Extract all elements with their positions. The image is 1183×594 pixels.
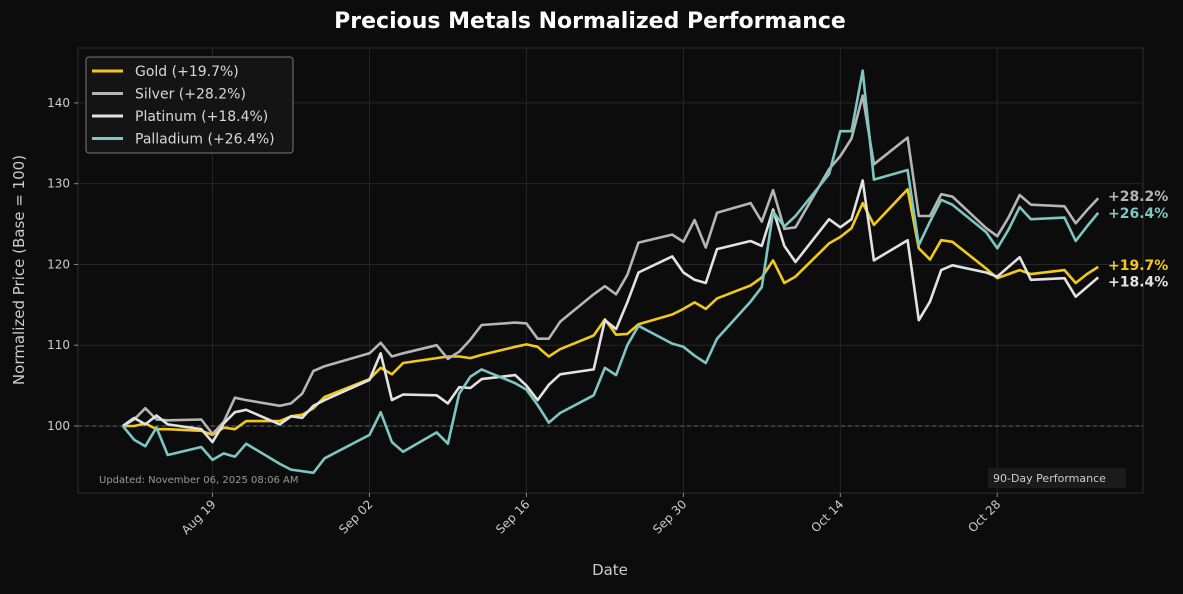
end-label: +18.4% — [1108, 274, 1168, 290]
series-line-platinum — [122, 179, 1100, 444]
legend-entry: Platinum (+18.4%) — [135, 109, 268, 125]
legend-entry: Gold (+19.7%) — [135, 64, 239, 80]
y-tick-label: 130 — [47, 177, 70, 191]
series-line-silver — [122, 94, 1100, 436]
end-label: +28.2% — [1108, 189, 1168, 205]
y-axis-label: Normalized Price (Base = 100) — [10, 155, 28, 385]
end-labels: +19.7% +28.2% +18.4% +26.4% — [1108, 189, 1168, 290]
legend: Gold (+19.7%) Silver (+28.2%) Platinum (+1… — [85, 56, 294, 154]
series-lines — [121, 69, 1100, 475]
chart-title: Precious Metals Normalized Performance — [334, 9, 846, 34]
series-line-palladium — [121, 69, 1100, 475]
end-label: +26.4% — [1108, 206, 1168, 222]
y-tick-label: 100 — [47, 419, 70, 433]
period-annotation-box — [988, 468, 1126, 488]
legend-entry: Silver (+28.2%) — [135, 87, 246, 103]
x-axis-label: Date — [592, 561, 628, 579]
period-annotation: 90-Day Performance — [993, 472, 1106, 485]
legend-entry: Palladium (+26.4%) — [135, 132, 275, 148]
legend-box — [85, 56, 294, 154]
updated-annotation: Updated: November 06, 2025 08:06 AM — [99, 475, 299, 486]
series-line-gold — [122, 188, 1099, 437]
y-tick-label: 120 — [47, 257, 70, 271]
plot-frame — [77, 47, 1144, 494]
y-tick-label: 140 — [47, 96, 70, 110]
end-label: +19.7% — [1108, 258, 1168, 274]
y-tick-label: 110 — [47, 338, 70, 352]
